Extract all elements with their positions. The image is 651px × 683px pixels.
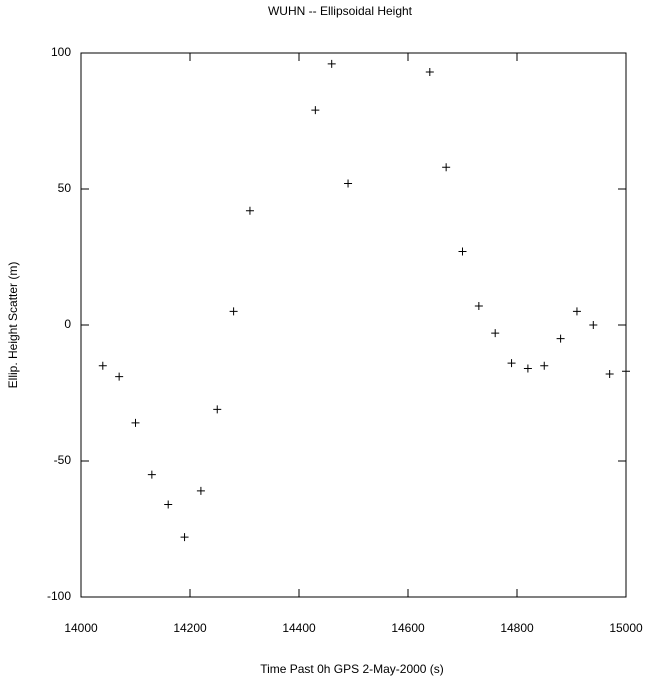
point — [474, 301, 483, 310]
point — [458, 247, 467, 256]
point — [491, 329, 500, 338]
y-tick-label: -100 — [47, 589, 71, 603]
point — [213, 405, 222, 414]
point — [131, 418, 140, 427]
point — [344, 179, 353, 188]
x-tick-label: 14200 — [173, 621, 207, 635]
y-tick-label: 50 — [58, 181, 72, 195]
point — [180, 533, 189, 542]
point — [311, 106, 320, 115]
x-tick-label: 14000 — [64, 621, 98, 635]
chart-title: WUHN -- Ellipsoidal Height — [268, 4, 413, 18]
x-tick-label: 15000 — [609, 621, 643, 635]
y-tick-label: -50 — [54, 453, 72, 467]
y-tick-label: 0 — [64, 317, 71, 331]
point — [507, 359, 516, 368]
point — [605, 369, 614, 378]
point — [147, 470, 156, 479]
point — [556, 334, 565, 343]
point — [98, 361, 107, 370]
plot-frame — [80, 52, 627, 598]
x-axis-label: Time Past 0h GPS 2-May-2000 (s) — [260, 662, 444, 676]
point — [229, 307, 238, 316]
point — [622, 367, 630, 376]
point — [245, 206, 254, 215]
point — [115, 372, 124, 381]
point — [196, 486, 205, 495]
point — [425, 68, 434, 77]
x-tick-label: 14600 — [391, 621, 425, 635]
point — [442, 163, 451, 172]
point — [164, 500, 173, 509]
point — [540, 361, 549, 370]
point — [327, 59, 336, 68]
y-tick-label: 100 — [51, 45, 71, 59]
point — [572, 307, 581, 316]
point — [523, 364, 532, 373]
y-axis-label: Ellip. Height Scatter (m) — [6, 262, 20, 389]
x-tick-label: 14800 — [500, 621, 534, 635]
x-tick-label: 14400 — [282, 621, 316, 635]
point — [589, 321, 598, 329]
